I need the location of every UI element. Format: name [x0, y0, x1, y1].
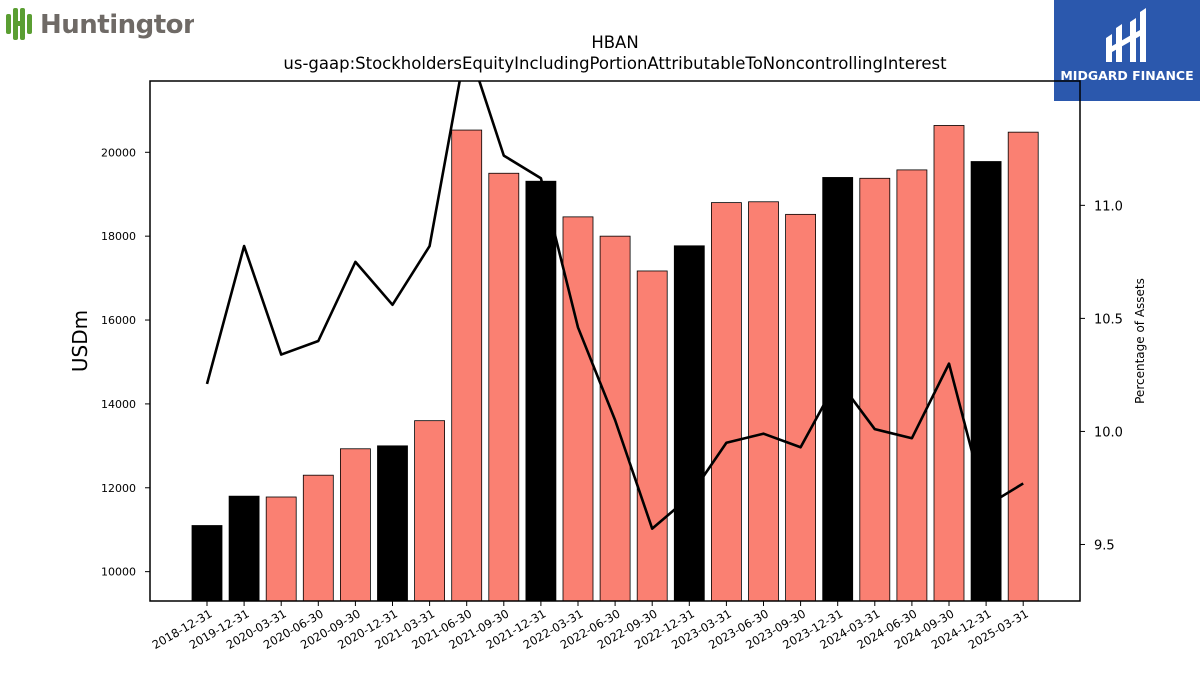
bar-2023-12-31	[822, 177, 854, 602]
bar-2023-06-30	[748, 201, 779, 602]
bar-2021-03-31	[414, 420, 446, 602]
bar-2021-09-30	[488, 172, 520, 602]
bar-2024-06-30	[896, 169, 928, 602]
bar-2024-12-31	[970, 161, 1002, 602]
bar-2020-09-30	[339, 448, 371, 602]
y2-tick-label: 11.0	[1094, 199, 1123, 214]
bar-2021-12-31	[525, 180, 557, 602]
bars-layer	[191, 125, 1039, 602]
chart-subtitle: us-gaap:StockholdersEquityIncludingPorti…	[283, 54, 947, 73]
bar-2022-09-30	[636, 270, 668, 602]
y-tick-label: 14000	[101, 398, 136, 411]
bar-2020-03-31	[265, 496, 297, 602]
line-layer	[205, 81, 1024, 530]
midgard-finance-logo: MIDGARD FINANCE	[1054, 0, 1200, 101]
y2-tick-label: 10.0	[1094, 425, 1123, 440]
y-tick-label: 20000	[101, 146, 136, 159]
bar-2020-12-31	[377, 445, 408, 602]
y-tick-label: 10000	[101, 566, 136, 579]
bar-2020-06-30	[302, 474, 334, 602]
y2-tick-label: 10.5	[1094, 312, 1123, 327]
bar-2025-03-31	[1007, 131, 1039, 602]
bar-2023-03-31	[711, 202, 742, 602]
midgard-logo-text: MIDGARD FINANCE	[1060, 68, 1194, 83]
bar-2024-03-31	[859, 177, 891, 602]
huntington-logo-text: Huntington	[40, 10, 194, 40]
y-axis-label: USDm	[68, 310, 92, 372]
y-tick-label: 16000	[101, 314, 136, 327]
huntington-logo-mark: Huntington	[6, 8, 202, 40]
bar-2018-12-31	[191, 525, 223, 602]
bar-2023-09-30	[785, 213, 816, 602]
y2-axis-label: Percentage of Assets	[1133, 278, 1147, 404]
bar-2022-03-31	[562, 216, 594, 602]
y2-tick-label: 9.5	[1094, 538, 1115, 553]
y-tick-label: 18000	[101, 230, 136, 243]
chart-title: HBAN	[591, 33, 639, 52]
percentage-line	[205, 81, 1024, 530]
y-tick-label: 12000	[101, 482, 136, 495]
midgard-logo-mark	[1106, 8, 1146, 62]
bar-2021-06-30	[451, 129, 483, 602]
huntington-logo: Huntington	[4, 4, 202, 42]
chart-title-block: HBAN us-gaap:StockholdersEquityIncluding…	[150, 32, 1080, 74]
bar-2022-12-31	[673, 245, 705, 602]
bar-2019-12-31	[228, 495, 260, 602]
